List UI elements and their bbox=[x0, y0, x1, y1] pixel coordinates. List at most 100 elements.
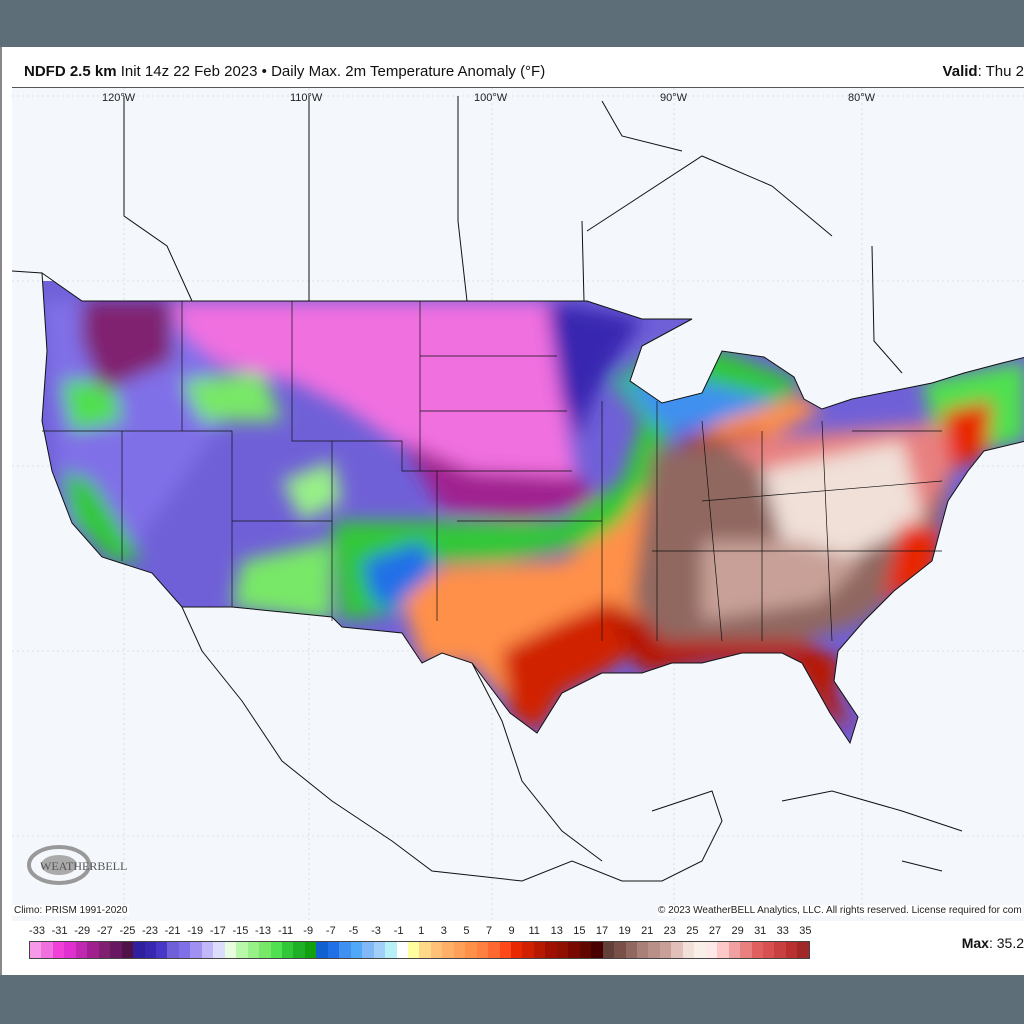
colorbar-swatch bbox=[247, 942, 260, 958]
colorbar-swatch bbox=[30, 942, 42, 958]
colorbar-swatch bbox=[98, 942, 111, 958]
colorbar-swatch bbox=[121, 942, 134, 958]
colorbar-swatch bbox=[236, 942, 248, 958]
colorbar-swatch bbox=[740, 942, 752, 958]
colorbar-tick-label: 25 bbox=[686, 925, 699, 937]
anomaly-field bbox=[42, 281, 1024, 743]
colorbar-tick-label: -9 bbox=[303, 925, 314, 937]
colorbar-tick-label: 11 bbox=[528, 925, 540, 937]
max-number: : 35.2 bbox=[988, 935, 1024, 951]
colorbar-labels: -33 -31 -29 -27 -25 -23 -21 -19 -17 -15 -13 -11 -9 -7… bbox=[20, 925, 820, 939]
colorbar-tick-label: 5 bbox=[463, 925, 470, 937]
colorbar-swatch bbox=[682, 942, 695, 958]
colorbar-tick-label: -11 bbox=[278, 925, 294, 937]
colorbar-tick-label: -25 bbox=[119, 925, 136, 937]
colorbar-swatch bbox=[671, 942, 683, 958]
colorbar-swatch bbox=[705, 942, 718, 958]
max-label: Max bbox=[961, 935, 989, 951]
colorbar-swatch bbox=[41, 942, 53, 958]
colorbar-swatch bbox=[568, 942, 580, 958]
colorbar-tick-label: -3 bbox=[371, 925, 381, 937]
colorbar-tick-label: 21 bbox=[641, 925, 654, 937]
colorbar-swatch bbox=[396, 942, 408, 958]
colorbar-tick-label: -31 bbox=[51, 925, 68, 937]
colorbar-swatch bbox=[64, 942, 76, 958]
colorbar-swatch bbox=[362, 942, 374, 958]
max-value: Max: 35.2 bbox=[962, 935, 1024, 951]
colorbar-swatch bbox=[785, 942, 798, 958]
colorbar-swatch bbox=[339, 942, 351, 958]
colorbar-swatch bbox=[522, 942, 534, 958]
colorbar-swatch bbox=[591, 942, 603, 958]
colorbar-tick-label: -21 bbox=[164, 925, 181, 937]
longitude-label: 110°W bbox=[290, 92, 323, 104]
colorbar-swatch bbox=[87, 942, 99, 958]
colorbar-swatch bbox=[213, 942, 225, 958]
colorbar-swatch bbox=[304, 942, 317, 958]
longitude-label: 90°W bbox=[660, 92, 688, 104]
longitude-label: 100°W bbox=[474, 92, 508, 104]
colorbar-swatch bbox=[419, 942, 431, 958]
colorbar-tick-label: -7 bbox=[325, 925, 336, 937]
valid-label: Valid bbox=[942, 63, 978, 80]
colorbar-tick-label: 31 bbox=[754, 925, 767, 937]
colorbar-swatch bbox=[625, 942, 638, 958]
colorbar-swatch bbox=[751, 942, 763, 958]
colorbar-tick-label: 19 bbox=[618, 925, 631, 937]
colorbar-tick-label: -27 bbox=[96, 925, 113, 937]
colorbar-tick-label: -29 bbox=[74, 925, 91, 937]
colorbar-swatch bbox=[659, 942, 672, 958]
colorbar-swatch bbox=[637, 942, 649, 958]
colorbar-tick-label: 27 bbox=[708, 925, 722, 937]
colorbar-tick-label: 7 bbox=[485, 925, 493, 937]
product-name: Daily Max. 2m Temperature Anomaly (°F) bbox=[271, 63, 546, 80]
colorbar-swatch bbox=[327, 942, 340, 958]
colorbar-swatch bbox=[316, 942, 328, 958]
valid-time: Valid: Thu 2 bbox=[943, 63, 1024, 80]
colorbar-tick-label: 15 bbox=[573, 925, 586, 937]
map-canvas bbox=[12, 88, 1024, 921]
colorbar-swatch bbox=[797, 942, 809, 958]
colorbar-swatch bbox=[167, 942, 179, 958]
colorbar-swatch bbox=[155, 942, 168, 958]
colorbar-swatch bbox=[488, 942, 500, 958]
colorbar-swatch bbox=[545, 942, 557, 958]
init-time: Init 14z 22 Feb 2023 bbox=[120, 63, 258, 80]
colorbar-swatch bbox=[763, 942, 775, 958]
colorbar-swatch bbox=[533, 942, 546, 958]
colorbar-swatch bbox=[385, 942, 397, 958]
colorbar-tick-label: 13 bbox=[550, 925, 563, 937]
colorbar-swatch bbox=[201, 942, 214, 958]
colorbar-swatch bbox=[52, 942, 65, 958]
colorbar-swatch bbox=[614, 942, 626, 958]
colorbar-swatch bbox=[476, 942, 489, 958]
colorbar bbox=[29, 941, 810, 959]
map-panel: NDFD 2.5 km Init 14z 22 Feb 2023 • Daily… bbox=[0, 47, 1024, 975]
colorbar-tick-label: 23 bbox=[663, 925, 676, 937]
colorbar-swatch bbox=[293, 942, 305, 958]
longitude-label: 120°W bbox=[102, 92, 136, 104]
colorbar-swatch bbox=[717, 942, 729, 958]
colorbar-swatch bbox=[178, 942, 191, 958]
colorbar-swatch bbox=[75, 942, 88, 958]
colorbar-swatch bbox=[270, 942, 282, 958]
colorbar-swatch bbox=[281, 942, 294, 958]
model-name: NDFD 2.5 km bbox=[24, 63, 117, 80]
colorbar-tick-label: -1 bbox=[393, 925, 404, 937]
colorbar-swatch bbox=[694, 942, 706, 958]
colorbar-swatch bbox=[224, 942, 237, 958]
colorbar-swatch bbox=[511, 942, 523, 958]
colorbar-tick-label: -17 bbox=[209, 925, 226, 937]
colorbar-swatch bbox=[602, 942, 615, 958]
colorbar-tick-label: -5 bbox=[348, 925, 359, 937]
colorbar-swatch bbox=[453, 942, 466, 958]
colorbar-swatch bbox=[648, 942, 660, 958]
copyright: © 2023 WeatherBELL Analytics, LLC. All r… bbox=[658, 905, 1022, 916]
colorbar-swatch bbox=[350, 942, 363, 958]
temperature-anomaly-map: 120°W 110°W 100°W 90°W 80°W WEATHERBELL bbox=[12, 87, 1024, 921]
colorbar-swatch bbox=[728, 942, 741, 958]
colorbar-tick-label: 35 bbox=[799, 925, 812, 937]
colorbar-swatch bbox=[430, 942, 443, 958]
colorbar-swatch bbox=[774, 942, 786, 958]
colorbar-tick-label: 17 bbox=[595, 925, 609, 937]
